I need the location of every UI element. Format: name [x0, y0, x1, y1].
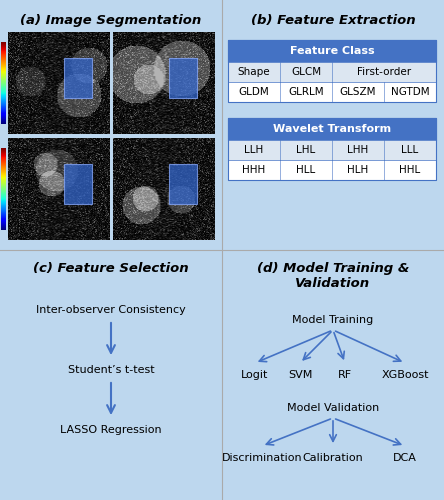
Bar [169, 164, 197, 204]
Text: RF: RF [338, 370, 352, 380]
Bar [63, 164, 92, 204]
Text: Model Validation: Model Validation [287, 403, 379, 413]
FancyBboxPatch shape [228, 140, 436, 160]
Text: (d) Model Training &
Validation: (d) Model Training & Validation [257, 262, 409, 290]
Text: Wavelet Transform: Wavelet Transform [273, 124, 391, 134]
Text: Discrimination: Discrimination [222, 453, 302, 463]
Text: LASSO Regression: LASSO Regression [60, 425, 162, 435]
Text: HLL: HLL [297, 165, 316, 175]
Text: Inter-observer Consistency: Inter-observer Consistency [36, 305, 186, 315]
Text: DCA: DCA [393, 453, 417, 463]
Text: Shape: Shape [238, 67, 270, 77]
Text: (c) Feature Selection: (c) Feature Selection [33, 262, 189, 275]
Text: Logit: Logit [241, 370, 269, 380]
Text: HHL: HHL [399, 165, 420, 175]
Text: LHH: LHH [347, 145, 369, 155]
Text: First-order: First-order [357, 67, 411, 77]
FancyBboxPatch shape [228, 160, 436, 180]
FancyBboxPatch shape [228, 62, 436, 82]
Text: XGBoost: XGBoost [381, 370, 429, 380]
Text: GLSZM: GLSZM [340, 87, 376, 97]
Text: LLH: LLH [244, 145, 264, 155]
Bar [169, 58, 197, 98]
Text: GLDM: GLDM [238, 87, 270, 97]
Text: LHL: LHL [297, 145, 316, 155]
FancyBboxPatch shape [228, 40, 436, 62]
Text: (b) Feature Extraction: (b) Feature Extraction [251, 14, 415, 27]
Text: NGTDM: NGTDM [391, 87, 429, 97]
FancyBboxPatch shape [228, 118, 436, 140]
Text: SVM: SVM [288, 370, 312, 380]
FancyBboxPatch shape [228, 82, 436, 102]
Text: (a) Image Segmentation: (a) Image Segmentation [20, 14, 202, 27]
Bar [63, 58, 92, 98]
Text: LLL: LLL [401, 145, 419, 155]
Text: GLCM: GLCM [291, 67, 321, 77]
Text: HHH: HHH [242, 165, 266, 175]
Text: HLH: HLH [347, 165, 369, 175]
Text: Model Training: Model Training [293, 315, 373, 325]
Text: Feature Class: Feature Class [289, 46, 374, 56]
Text: GLRLM: GLRLM [288, 87, 324, 97]
Text: Calibration: Calibration [303, 453, 363, 463]
Text: Student’s t-test: Student’s t-test [67, 365, 155, 375]
